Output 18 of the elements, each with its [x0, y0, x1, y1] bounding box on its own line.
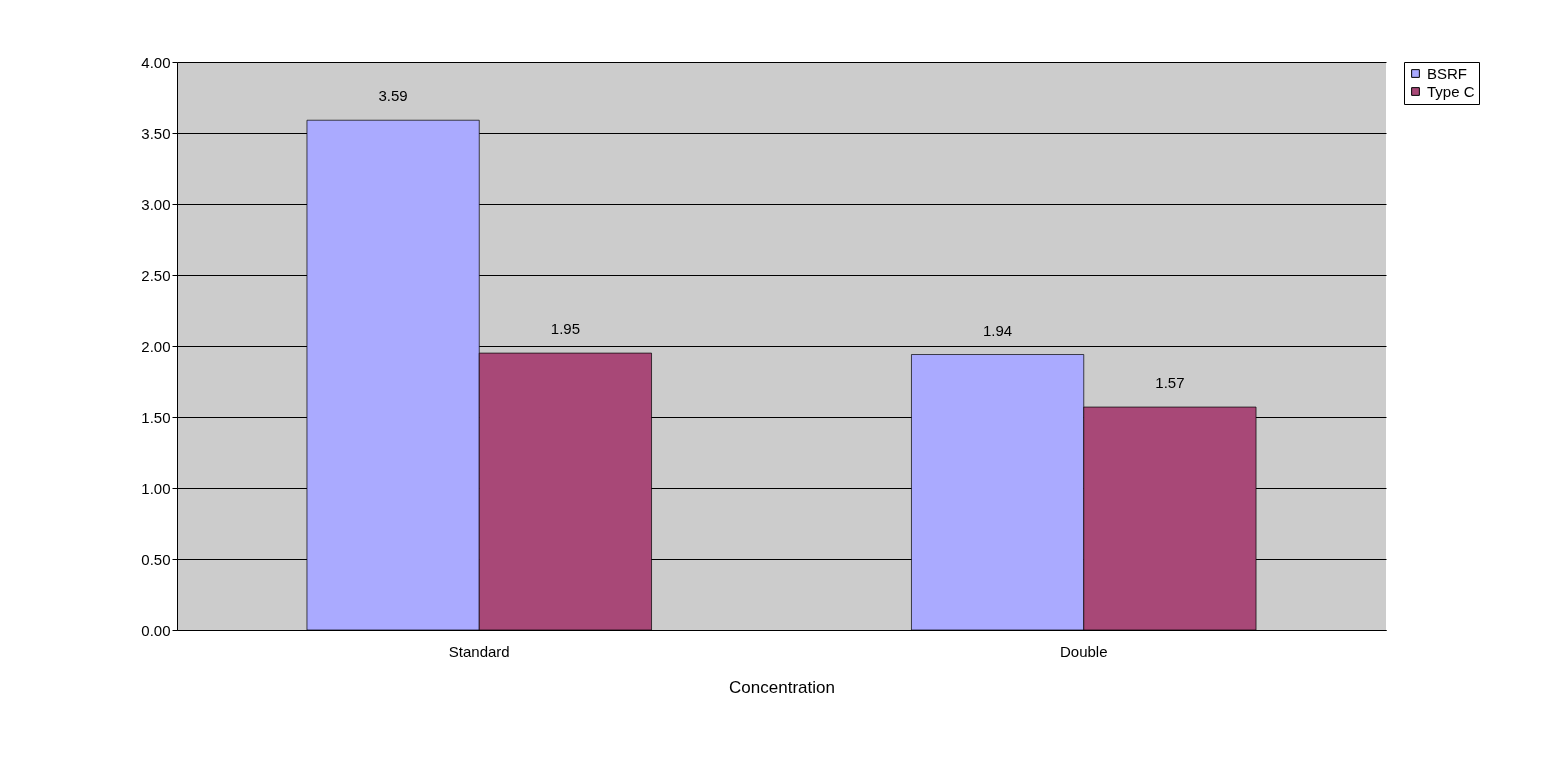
data-label: 1.94 [983, 321, 1013, 339]
x-axis-title: Concentration [729, 677, 835, 697]
data-label: 1.95 [550, 320, 580, 338]
data-label: 3.59 [378, 87, 408, 105]
legend-label: Type C [1427, 82, 1475, 100]
y-tick-label: 0.50 [141, 550, 171, 568]
y-tick-label: 3.50 [141, 124, 171, 142]
y-tick-label: 3.00 [141, 195, 171, 213]
data-label: 1.57 [1155, 374, 1185, 392]
x-tick-label: Standard [448, 642, 510, 660]
y-tick-label: 1.50 [141, 408, 171, 426]
y-tick-label: 1.00 [141, 479, 171, 497]
y-tick-label: 2.50 [141, 266, 171, 284]
y-tick-label: 4.00 [141, 53, 171, 71]
x-tick-label: Double [1059, 642, 1108, 660]
legend-label: BSRF [1427, 64, 1468, 82]
y-tick-label: 2.00 [141, 337, 171, 355]
y-tick-label: 0.00 [141, 621, 171, 639]
